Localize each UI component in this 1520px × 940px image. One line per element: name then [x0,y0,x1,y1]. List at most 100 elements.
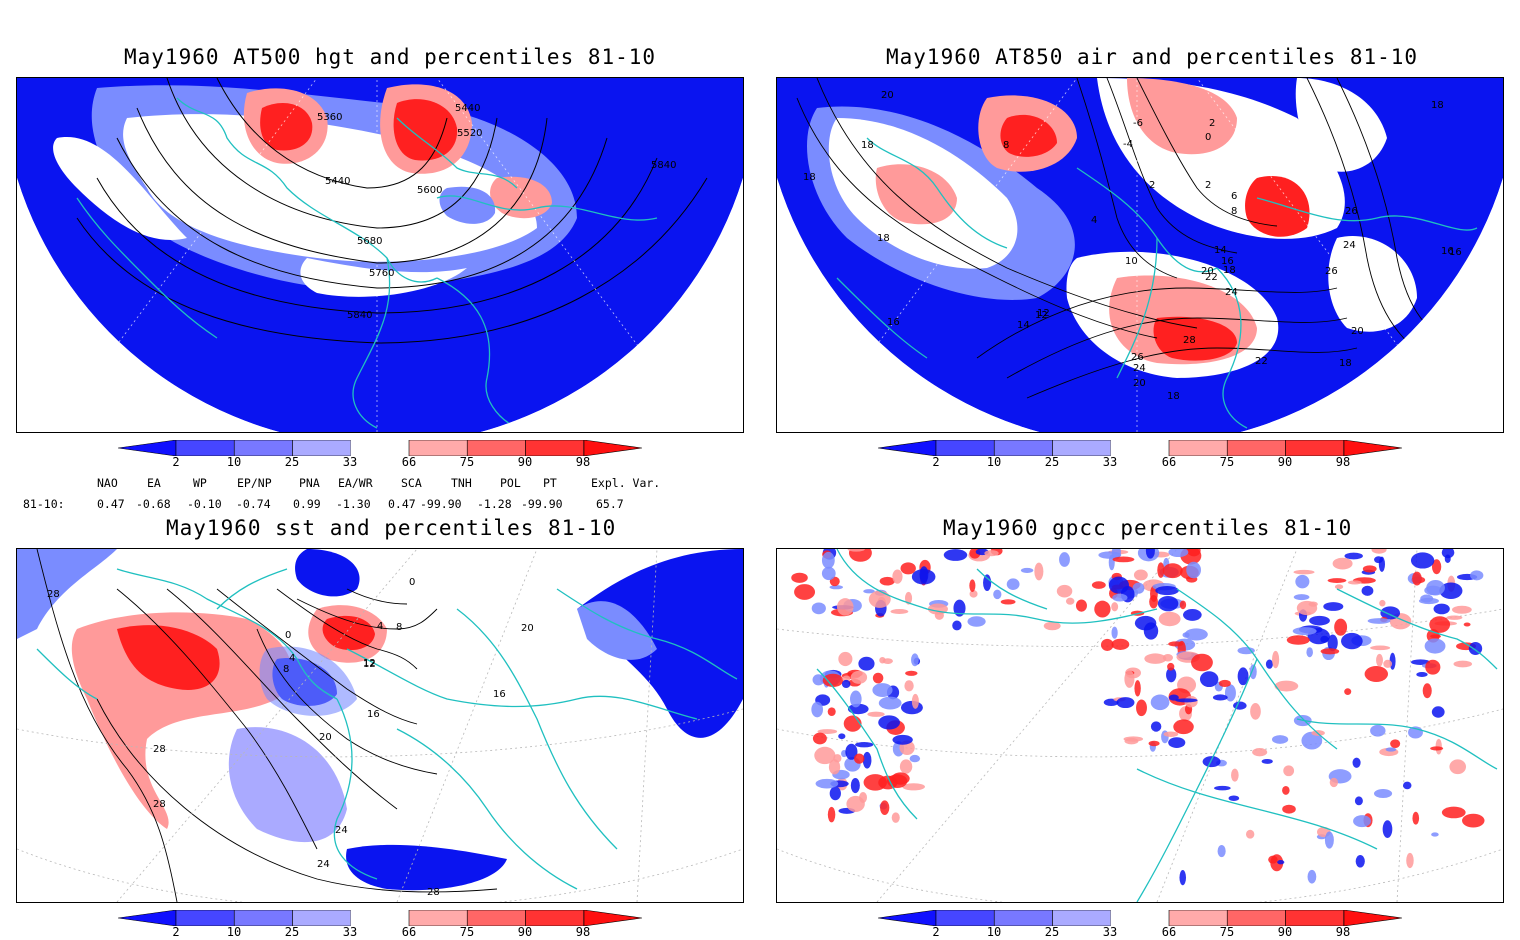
map-panel-sst: 28 28 24 20 16 12 8 4 0 0 4 8 12 16 20 2… [16,548,744,903]
precip-anomaly-patch [1373,789,1393,799]
panel-title-hgt: May1960 AT500 hgt and percentiles 81-10 [124,45,657,69]
contour-label: 12 [1037,308,1050,319]
contour-label: 28 [427,887,440,898]
colorbar-tick: 10 [986,925,1002,939]
precip-anomaly-patch [1065,597,1075,605]
map-hgt: 5360 5440 5520 5440 5600 5680 5760 5840 … [17,78,743,432]
precip-anomaly-patch [1166,667,1177,683]
index-header-pol: POL [500,476,521,490]
colorbar-tick: 75 [459,925,475,939]
precip-anomaly-patch [911,653,919,667]
precip-anomaly-patch [1420,594,1434,603]
precip-anomaly-patch [853,753,865,764]
precip-anomaly-patch [827,707,836,716]
precip-anomaly-patch [1444,554,1451,563]
colorbar-swatch [525,909,585,927]
colorbar-arrow-high [583,439,643,457]
colorbar-arrow-low [117,909,177,927]
precip-anomaly-patch [909,754,921,763]
precip-anomaly-patch [1111,602,1119,612]
precip-anomaly-patch [1162,563,1183,579]
colorbar-tick: 10 [986,455,1002,469]
contour-label: 24 [1133,363,1146,374]
colorbar-swatch [175,439,235,457]
index-header-epnp: EP/NP [237,476,272,490]
contour-label: 26 [1131,352,1144,363]
precip-anomaly-patch [1296,600,1318,616]
colorbar-arrow-high [1343,909,1403,927]
contour-label: 16 [887,317,900,328]
colorbar-4: 2 10 25 33 66 75 90 98 [877,909,1403,940]
index-header-nao: NAO [97,476,118,490]
precip-anomaly-patch [847,549,865,552]
contour-label: 20 [319,732,332,743]
precip-anomaly-patch [967,616,986,627]
precip-anomaly-patch [850,690,862,708]
precip-anomaly-patch [1367,618,1391,624]
index-header-pna: PNA [299,476,320,490]
precip-anomaly-patch [1344,688,1352,696]
colorbar-tick: 33 [1102,925,1118,939]
precip-anomaly-patch [1439,582,1463,599]
precip-anomaly-patch [952,620,962,631]
precip-anomaly-patch [1271,735,1289,744]
contour-label: 0 [409,577,415,588]
precip-anomaly-patch [878,715,900,730]
precip-anomaly-patch [1265,659,1273,669]
precip-anomaly-patch [1332,557,1353,570]
colorbar-swatch [466,439,526,457]
precip-anomaly-patch [1352,757,1361,768]
colorbar-tick: 98 [1335,925,1351,939]
contour-label: 20 [881,90,894,101]
precip-anomaly-patch [1390,739,1401,748]
precip-anomaly-patch [1286,635,1310,645]
precip-anomaly-patch [890,608,909,615]
colorbar-tick: 66 [1161,455,1177,469]
contour-label: 5840 [347,310,372,321]
precip-anomaly-patch [1108,576,1129,594]
colorbar-tick: 98 [575,455,591,469]
precip-anomaly-patch [814,746,836,765]
precip-anomaly-patch [827,806,836,823]
precip-anomaly-patch [1429,616,1451,633]
precip-anomaly-patch [1270,854,1284,872]
contour-label: 24 [1225,287,1238,298]
precip-anomaly-patch [812,732,827,745]
precip-anomaly-patch [1320,648,1340,655]
colorbar-1: 2 10 25 33 66 75 90 98 [117,439,643,470]
contour-label: 5840 [651,160,676,171]
precip-anomaly-patch [836,598,854,616]
index-header-sca: SCA [401,476,422,490]
precip-anomaly-patch [1371,549,1387,554]
precip-anomaly-patch [841,679,851,689]
colorbar-swatch [233,909,293,927]
precip-anomaly-patch [1431,832,1439,837]
colorbar-arrow-high [583,909,643,927]
precip-anomaly-patch [1034,562,1044,581]
colorbar-tick: 2 [932,455,940,469]
contour-label: 10 [1125,256,1138,267]
precip-anomaly-patch [1020,567,1034,573]
precip-anomaly-patch [1168,737,1186,748]
panel-title-sst: May1960 sst and percentiles 81-10 [166,516,617,540]
index-value-wp: -0.10 [187,497,222,511]
colorbar-swatch [993,909,1053,927]
precip-anomaly-patch [1309,615,1330,626]
contour-label: 0 [1205,132,1211,143]
colorbar-swatch [292,439,352,457]
precip-anomaly-patch [1143,622,1159,640]
colorbar-swatch [935,909,995,927]
index-header-ea: EA [147,476,161,490]
precip-anomaly-patch [1354,796,1363,806]
colorbar-swatch [1110,440,1169,456]
precip-anomaly-patch [1341,632,1363,650]
precip-anomaly-patch [1283,765,1295,777]
colorbar-swatch [993,439,1053,457]
precip-anomaly-patch [1199,671,1219,688]
precip-anomaly-patch [828,759,841,775]
precip-anomaly-patch [911,569,936,585]
colorbar-arrow-low [877,439,937,457]
index-header-tnh: TNH [451,476,472,490]
precip-anomaly-patch [791,572,808,583]
colorbar-tick: 66 [401,455,417,469]
